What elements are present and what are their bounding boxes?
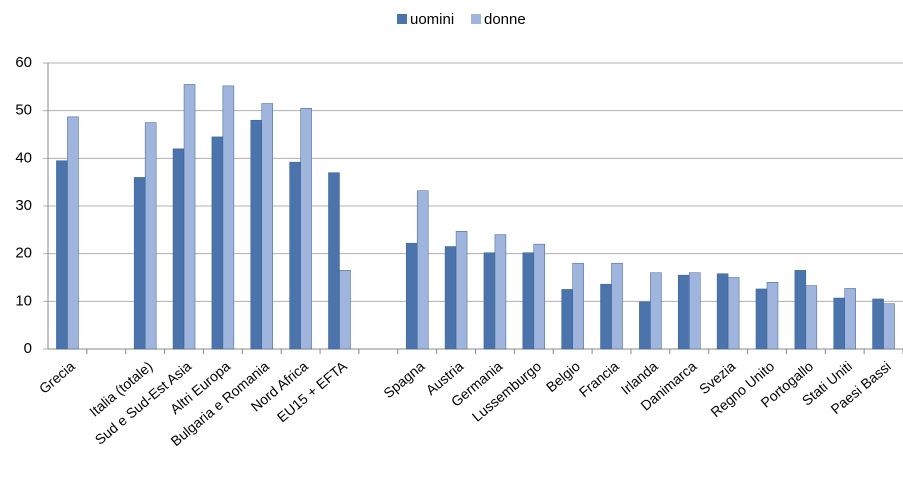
bar bbox=[67, 116, 79, 350]
bar bbox=[183, 84, 196, 350]
bar bbox=[794, 270, 807, 350]
bar bbox=[133, 177, 146, 350]
bar bbox=[572, 262, 584, 350]
bar bbox=[289, 161, 301, 350]
x-tick-label: Francia bbox=[576, 358, 622, 400]
bar bbox=[300, 108, 312, 350]
bar bbox=[872, 298, 884, 350]
bar bbox=[650, 272, 662, 350]
bar bbox=[533, 243, 546, 350]
y-tick-label: 20 bbox=[15, 245, 32, 262]
bar bbox=[844, 288, 856, 350]
bar bbox=[805, 285, 818, 350]
bar bbox=[144, 122, 157, 350]
bar bbox=[261, 103, 273, 350]
bar bbox=[328, 172, 340, 350]
bar bbox=[339, 270, 351, 350]
y-tick-label: 60 bbox=[15, 54, 32, 71]
bar bbox=[755, 288, 768, 350]
bar bbox=[455, 231, 468, 350]
legend-label: donne bbox=[484, 11, 526, 28]
bar bbox=[727, 277, 740, 350]
bar bbox=[766, 282, 779, 350]
bar bbox=[716, 273, 729, 350]
y-tick-label: 0 bbox=[24, 340, 32, 357]
bar bbox=[56, 160, 68, 350]
bar bbox=[639, 301, 651, 350]
bar bbox=[611, 262, 623, 350]
bar bbox=[833, 297, 845, 350]
bar bbox=[483, 252, 496, 350]
bar bbox=[405, 242, 418, 350]
bar bbox=[689, 272, 701, 350]
x-tick-label: Grecia bbox=[36, 358, 78, 397]
bar bbox=[883, 303, 895, 350]
x-tick-label: Spagna bbox=[380, 358, 427, 401]
bar bbox=[494, 234, 507, 350]
bar bbox=[444, 246, 457, 350]
legend-swatch bbox=[397, 14, 407, 24]
bar bbox=[522, 252, 535, 350]
y-tick-label: 40 bbox=[15, 149, 32, 166]
bar bbox=[211, 136, 224, 350]
bar bbox=[600, 283, 612, 350]
bar bbox=[222, 85, 235, 350]
x-tick-label: Lussemburgo bbox=[469, 358, 544, 425]
legend-swatch bbox=[471, 14, 481, 24]
bar bbox=[172, 148, 185, 350]
y-tick-label: 10 bbox=[15, 292, 32, 309]
bar bbox=[561, 289, 573, 350]
bar bbox=[416, 190, 429, 350]
legend-label: uomini bbox=[410, 11, 454, 28]
bar bbox=[678, 274, 690, 350]
y-tick-label: 50 bbox=[15, 102, 32, 119]
bar bbox=[250, 119, 262, 350]
y-tick-label: 30 bbox=[15, 197, 32, 214]
